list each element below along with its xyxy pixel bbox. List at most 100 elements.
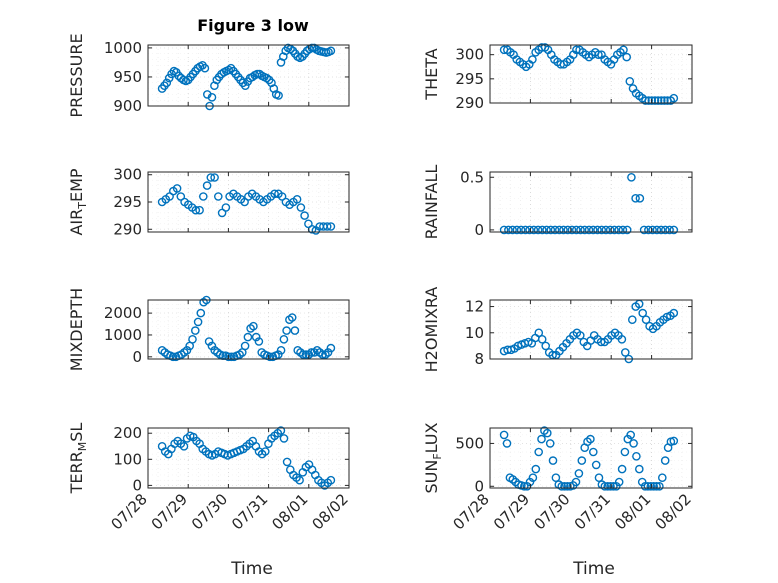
subplot-1: 900 950 1000 PRESSURE: [67, 33, 350, 118]
data-point: [639, 225, 649, 235]
x-tick-label: 08/02: [652, 490, 695, 533]
data-point: [567, 225, 577, 235]
y-tick-label: 290: [455, 94, 484, 112]
x-tick-label: 07/30: [530, 490, 573, 533]
x-axis-label-left: Time: [230, 559, 273, 579]
data-point: [631, 193, 640, 203]
y-tick-label: 8: [474, 350, 484, 368]
data-point: [276, 426, 286, 435]
data-point: [254, 337, 264, 346]
data-point: [512, 225, 522, 235]
data-point: [210, 173, 219, 182]
data-point: [188, 334, 197, 344]
data-point: [644, 96, 654, 105]
data-point: [252, 69, 262, 79]
y-tick-label: 12: [465, 298, 484, 316]
data-point: [300, 211, 309, 220]
data-point: [640, 481, 650, 491]
data-point: [213, 192, 223, 201]
data-point: [601, 225, 611, 235]
data-point: [638, 308, 648, 318]
y-tick-label: 500: [455, 434, 484, 452]
y-tick-label: 1000: [104, 326, 142, 344]
subplot-4: 0 0.5 RAINFALL: [422, 165, 693, 239]
grid: [490, 172, 692, 232]
data-point: [597, 225, 607, 235]
data-point: [196, 308, 206, 318]
series-markers: [499, 299, 679, 364]
data-point: [625, 77, 635, 86]
y-axis-label: THETA: [422, 48, 441, 100]
y-tick-label: 100: [113, 450, 142, 468]
data-point: [571, 477, 581, 487]
data-point: [606, 481, 615, 491]
y-tick-label: 200: [113, 424, 142, 442]
data-point: [538, 225, 547, 235]
data-point: [190, 326, 200, 335]
data-point: [207, 341, 217, 351]
x-tick-label: 08/01: [268, 490, 311, 533]
data-point: [298, 350, 308, 359]
x-tick-label: 07/29: [490, 490, 533, 533]
data-point: [589, 447, 598, 457]
data-point: [202, 181, 212, 190]
data-point: [669, 225, 679, 235]
data-point: [665, 225, 674, 235]
subplot-2: 290 295 300 THETA: [422, 43, 693, 112]
data-point: [326, 46, 336, 56]
data-point: [586, 434, 595, 444]
data-point: [195, 205, 204, 215]
data-point: [557, 481, 567, 491]
data-point: [652, 481, 661, 491]
data-point: [287, 313, 297, 322]
data-point: [502, 439, 512, 448]
data-point: [657, 96, 666, 105]
y-axis-label: AIRTEMP: [67, 168, 89, 235]
axes-frame: [489, 427, 693, 489]
data-point: [621, 348, 630, 357]
series-markers: [499, 172, 679, 235]
data-point: [574, 469, 584, 478]
data-point: [555, 225, 564, 235]
series-markers: [157, 173, 336, 235]
data-point: [660, 456, 670, 465]
subplot-6: 8 10 12 H2OMIXRA: [422, 287, 693, 372]
data-point: [270, 189, 279, 199]
y-axis-label: PRESSURE: [67, 33, 86, 117]
series-markers: [499, 426, 679, 491]
data-point: [605, 225, 615, 235]
data-point: [576, 225, 585, 235]
y-tick-label: 290: [113, 220, 142, 238]
data-point: [537, 334, 547, 344]
data-point: [655, 481, 664, 491]
data-point: [279, 434, 289, 443]
grid: [490, 428, 692, 488]
y-axis-label: MIXDEPTH: [67, 288, 86, 371]
series-markers: [157, 43, 336, 111]
data-point: [588, 225, 598, 235]
data-point: [224, 352, 233, 362]
data-point: [629, 439, 638, 448]
data-point: [521, 225, 530, 235]
data-point: [545, 439, 555, 448]
y-tick-label: 0: [474, 477, 484, 495]
data-point: [531, 464, 541, 474]
data-point: [626, 430, 636, 440]
axes-frame: [147, 299, 350, 360]
series-markers: [157, 426, 336, 490]
y-tick-label: 295: [455, 70, 484, 88]
data-point: [307, 348, 316, 357]
x-tick-label: 07/28: [108, 490, 151, 533]
grid: [148, 299, 349, 359]
data-point: [609, 481, 618, 491]
data-point: [593, 225, 602, 235]
axes-frame: [489, 171, 693, 233]
data-point: [622, 225, 632, 235]
data-point: [243, 332, 253, 342]
y-tick-label: 300: [113, 166, 142, 184]
y-tick-label: 0: [474, 221, 484, 239]
axes-frame: [147, 427, 350, 489]
